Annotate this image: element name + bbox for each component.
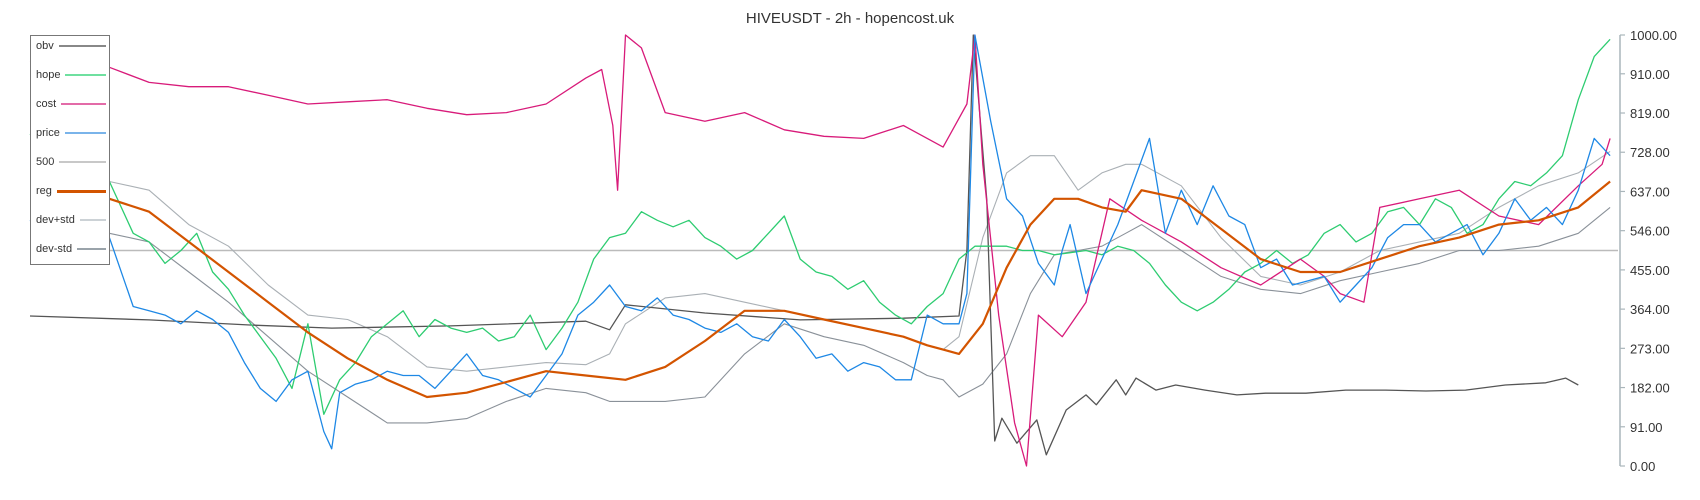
legend-label: obv [36, 40, 54, 52]
y-tick-label: 1000.00 [1630, 28, 1677, 43]
series-dev-std-line [109, 206, 1611, 424]
series-reg-line [109, 180, 1611, 399]
legend-label: 500 [36, 156, 55, 168]
y-tick-label: 273.00 [1630, 341, 1670, 356]
legend-swatch-icon [56, 189, 106, 193]
series-layer [29, 34, 1618, 467]
chart-title: HIVEUSDT - 2h - hopencost.uk [745, 10, 955, 27]
y-tick-label: 637.00 [1630, 184, 1670, 199]
y-tick-label: 91.00 [1630, 420, 1663, 435]
y-tick-label: 0.00 [1630, 459, 1655, 474]
y-tick-label: 819.00 [1630, 106, 1670, 121]
legend-swatch-icon [65, 74, 106, 76]
legend-swatch-icon [79, 219, 106, 221]
legend-item-cost[interactable]: cost [36, 97, 106, 111]
legend-item-hope[interactable]: hope [36, 68, 106, 82]
legend-swatch-icon [61, 103, 106, 105]
series-price-line [29, 34, 1611, 450]
y-tick-label: 910.00 [1630, 67, 1670, 82]
series-obv-line [29, 34, 1579, 456]
legend-label: dev-std [36, 243, 73, 255]
y-tick-label: 364.00 [1630, 302, 1670, 317]
legend: obv hope cost price 500 reg dev+std dev-std [30, 35, 110, 265]
y-tick-label: 455.00 [1630, 263, 1670, 278]
legend-item-dev-std[interactable]: dev-std [36, 242, 106, 256]
legend-item-price[interactable]: price [36, 126, 106, 140]
legend-swatch-icon [59, 161, 106, 163]
y-axis: 1000.00 910.00 819.00 728.00 637.00 546.00 455… [1619, 28, 1677, 474]
legend-swatch-icon [77, 248, 106, 250]
legend-label: cost [36, 98, 57, 110]
legend-swatch-icon [64, 132, 106, 134]
legend-label: price [36, 127, 60, 139]
legend-item-obv[interactable]: obv [36, 39, 106, 53]
legend-label: hope [36, 69, 61, 81]
legend-swatch-icon [58, 45, 106, 47]
y-tick-label: 728.00 [1630, 145, 1670, 160]
legend-item-500[interactable]: 500 [36, 155, 106, 169]
legend-label: dev+std [36, 214, 75, 226]
legend-item-dev-std[interactable]: dev+std [36, 213, 106, 227]
series-dev-std-line [109, 150, 1611, 372]
series-hope-line [29, 38, 1611, 415]
legend-item-reg[interactable]: reg [36, 184, 106, 198]
legend-label: reg [36, 185, 52, 197]
series-cost-line [29, 34, 1611, 467]
y-tick-label: 182.00 [1630, 381, 1670, 396]
y-tick-label: 546.00 [1630, 224, 1670, 239]
